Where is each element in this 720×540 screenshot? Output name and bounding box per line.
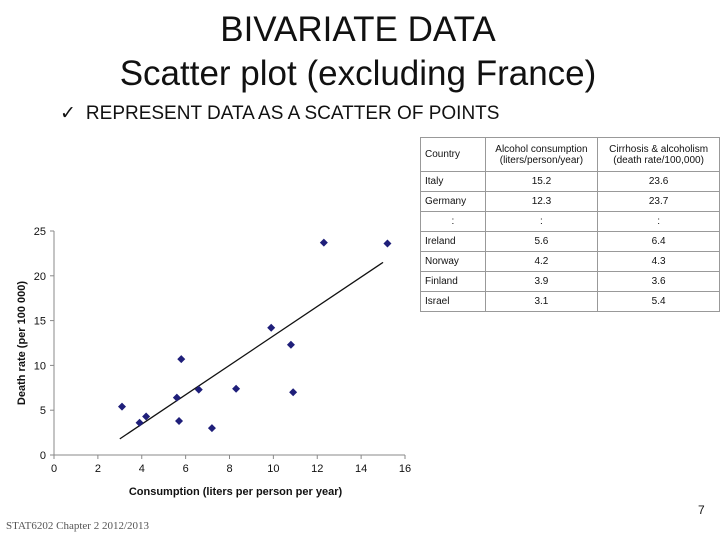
table-cell: Italy [420, 171, 486, 192]
table-cell: 4.3 [597, 251, 720, 272]
x-tick-label: 14 [355, 463, 367, 475]
y-axis-label: Death rate (per 100 000) [16, 281, 28, 405]
y-tick-label: 5 [40, 405, 46, 417]
table-cell: 23.7 [597, 191, 720, 212]
table-row: Germany 12.3 23.7 [420, 191, 720, 212]
table-row: Norway 4.2 4.3 [420, 251, 720, 272]
table-cell: Norway [420, 251, 486, 272]
data-point [267, 323, 276, 332]
slide-number: 7 [698, 503, 705, 517]
scatter-chart: 0 2 4 6 8 10 12 14 16 0 5 10 15 20 25 Consumption (lite… [16, 226, 411, 498]
slide-title-line1: BIVARIATE DATA [220, 10, 496, 49]
x-axis-label: Consumption (liters per person per year) [129, 486, 343, 498]
table-cell: 3.9 [484, 271, 599, 292]
table-cell: : [484, 211, 599, 232]
x-tick-label: 10 [267, 463, 279, 475]
slide-title-line2: Scatter plot (excluding France) [119, 54, 597, 93]
table-header-row: Country Alcohol consumption (liters/pers… [420, 137, 720, 172]
data-point [175, 416, 184, 425]
x-tick-label: 6 [183, 463, 189, 475]
table-row: Italy 15.2 23.6 [420, 171, 720, 192]
y-tick-label: 20 [34, 271, 46, 283]
checkmark-icon: ✓ [60, 103, 76, 124]
table-cell: 6.4 [597, 231, 720, 252]
table-cell: 23.6 [597, 171, 720, 192]
table-cell: Ireland [420, 231, 486, 252]
table-cell: 12.3 [484, 191, 599, 212]
table-header-country: Country [420, 137, 486, 172]
data-point [207, 424, 216, 433]
bullet-text: REPRESENT DATA AS A SCATTER OF POINTS [85, 102, 500, 124]
x-tick-label: 16 [399, 463, 411, 475]
x-tick-label: 4 [139, 463, 145, 475]
y-tick-label: 10 [34, 360, 46, 372]
table-cell: 15.2 [484, 171, 599, 192]
table-cell: 4.2 [484, 251, 599, 272]
table-cell: Israel [420, 291, 486, 312]
footer-text: STAT6202 Chapter 2 2012/2013 [6, 520, 150, 532]
data-point [135, 418, 144, 427]
data-point [383, 239, 392, 248]
table-cell: 3.6 [597, 271, 720, 292]
x-tick-label: 0 [51, 463, 57, 475]
data-point [232, 384, 241, 393]
data-point [118, 402, 127, 411]
table-cell: : [420, 211, 486, 232]
data-point [172, 393, 181, 402]
data-point [177, 355, 186, 364]
table-cell: : [597, 211, 720, 232]
table-cell: Germany [420, 191, 486, 212]
data-point [286, 340, 295, 349]
data-point [194, 385, 203, 394]
data-point [289, 388, 298, 397]
x-tick-label: 12 [311, 463, 323, 475]
y-tick-label: 15 [34, 316, 46, 328]
y-tick-label: 0 [40, 450, 46, 462]
table-cell: 3.1 [484, 291, 599, 312]
table-row: : : : [420, 211, 720, 232]
table-cell: 5.6 [484, 231, 599, 252]
bullet-row: ✓ REPRESENT DATA AS A SCATTER OF POINTS [60, 102, 499, 125]
x-tick-label: 8 [226, 463, 232, 475]
table-row: Israel 3.1 5.4 [420, 291, 720, 312]
table-row: Ireland 5.6 6.4 [420, 231, 720, 252]
data-point [319, 238, 328, 247]
data-point [142, 412, 151, 421]
table-cell: 5.4 [597, 291, 720, 312]
table-row: Finland 3.9 3.6 [420, 271, 720, 292]
table-header-alcohol: Alcohol consumption (liters/person/year) [484, 137, 599, 172]
x-tick-label: 2 [95, 463, 101, 475]
table-header-cirrhosis: Cirrhosis & alcoholism (death rate/100,0… [597, 137, 720, 172]
y-tick-label: 25 [34, 226, 46, 238]
data-table: Country Alcohol consumption (liters/pers… [420, 137, 720, 312]
table-cell: Finland [420, 271, 486, 292]
trend-line [119, 261, 384, 440]
